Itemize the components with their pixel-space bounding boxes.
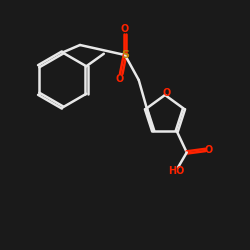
Text: S: S [122, 50, 130, 60]
Text: HO: HO [168, 166, 185, 176]
Text: O: O [162, 88, 170, 98]
Text: O: O [204, 145, 213, 155]
Text: O: O [116, 74, 124, 84]
Text: O: O [121, 24, 129, 34]
